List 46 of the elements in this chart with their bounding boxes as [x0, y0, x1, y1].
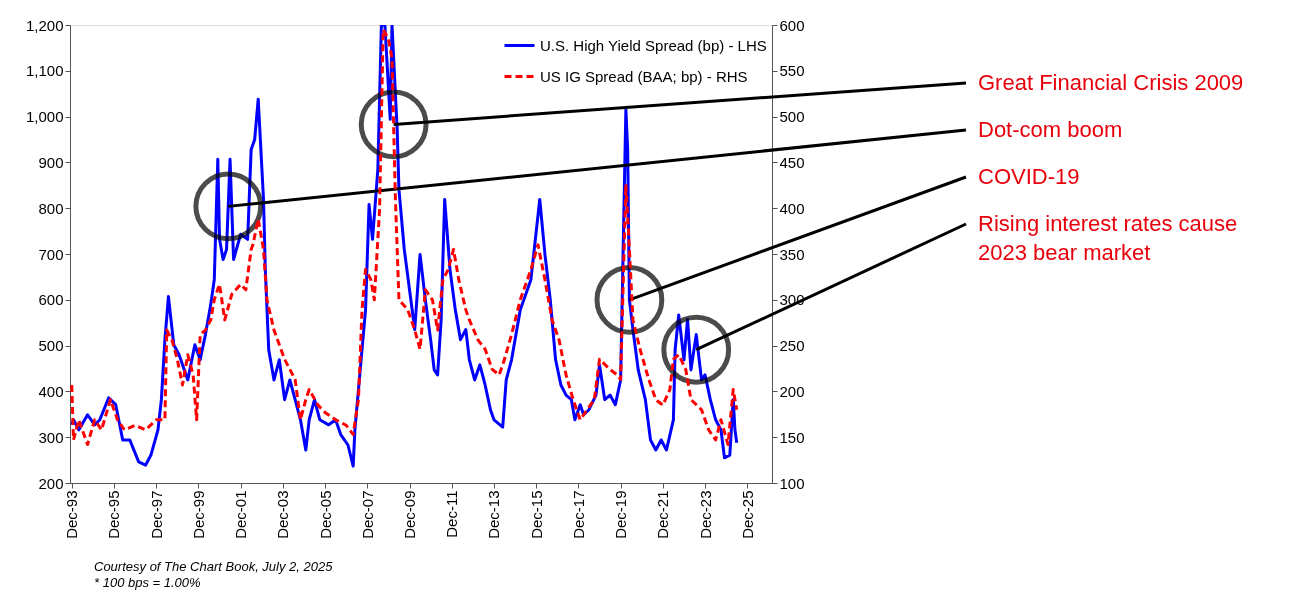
x-tick-label: Dec-01: [232, 490, 250, 539]
y2-tick-label: 500: [779, 108, 805, 126]
y-tick-label: 500: [38, 337, 64, 355]
y2-tick-label: 100: [779, 474, 805, 492]
y2-tick-label: 400: [779, 199, 805, 217]
y2-tick-label: 550: [779, 62, 805, 80]
y-tick-label: 600: [38, 291, 64, 309]
x-tick-label: Dec-21: [654, 490, 672, 539]
annotation: Rising interest rates cause 2023 bear market: [978, 211, 1238, 265]
y-tick-label: 400: [38, 382, 64, 400]
y-tick-label: 200: [38, 474, 64, 492]
text: Courtesy of The Chart Book, July 2, 2025: [94, 559, 334, 574]
y2-tick-label: 350: [779, 245, 805, 263]
text: * 100 bps = 1.00%: [94, 575, 201, 590]
x-tick-label: Dec-15: [527, 490, 545, 539]
annotation: COVID-19: [978, 164, 1080, 189]
y2-tick-label: 200: [779, 382, 805, 400]
x-tick-label: Dec-23: [696, 490, 714, 539]
x-tick-label: Dec-11: [443, 490, 461, 538]
y-tick-label: 800: [38, 199, 64, 217]
y-tick-label: 1,100: [25, 62, 64, 80]
x-tick-label: Dec-19: [612, 490, 630, 539]
x-tick-label: Dec-13: [485, 490, 503, 539]
x-tick-label: Dec-09: [401, 490, 419, 539]
y2-tick-label: 600: [779, 16, 805, 34]
x-tick-label: Dec-17: [569, 490, 587, 539]
x-tick-label: Dec-03: [274, 490, 292, 539]
annotation: Great Financial Crisis 2009: [978, 70, 1244, 95]
x-tick-label: Dec-25: [738, 490, 756, 539]
y-tick-label: 900: [38, 153, 64, 171]
y-tick-label: 1,200: [25, 16, 64, 34]
x-tick-label: Dec-99: [189, 490, 207, 539]
y2-tick-label: 150: [779, 428, 805, 446]
legend-label: US IG Spread (BAA; bp) - RHS: [540, 67, 748, 85]
y-tick-label: 700: [38, 245, 64, 263]
y-tick-label: 1,000: [25, 108, 64, 126]
legend-label: U.S. High Yield Spread (bp) - LHS: [540, 36, 767, 54]
x-tick-label: Dec-93: [63, 490, 81, 539]
y-tick-label: 300: [38, 428, 64, 446]
x-tick-label: Dec-07: [358, 490, 376, 539]
x-tick-label: Dec-95: [105, 490, 123, 539]
y2-tick-label: 450: [779, 153, 805, 171]
x-tick-label: Dec-97: [147, 490, 165, 539]
y2-tick-label: 250: [779, 337, 805, 355]
x-tick-label: Dec-05: [316, 490, 334, 539]
annotation: Dot-com boom: [978, 117, 1123, 142]
